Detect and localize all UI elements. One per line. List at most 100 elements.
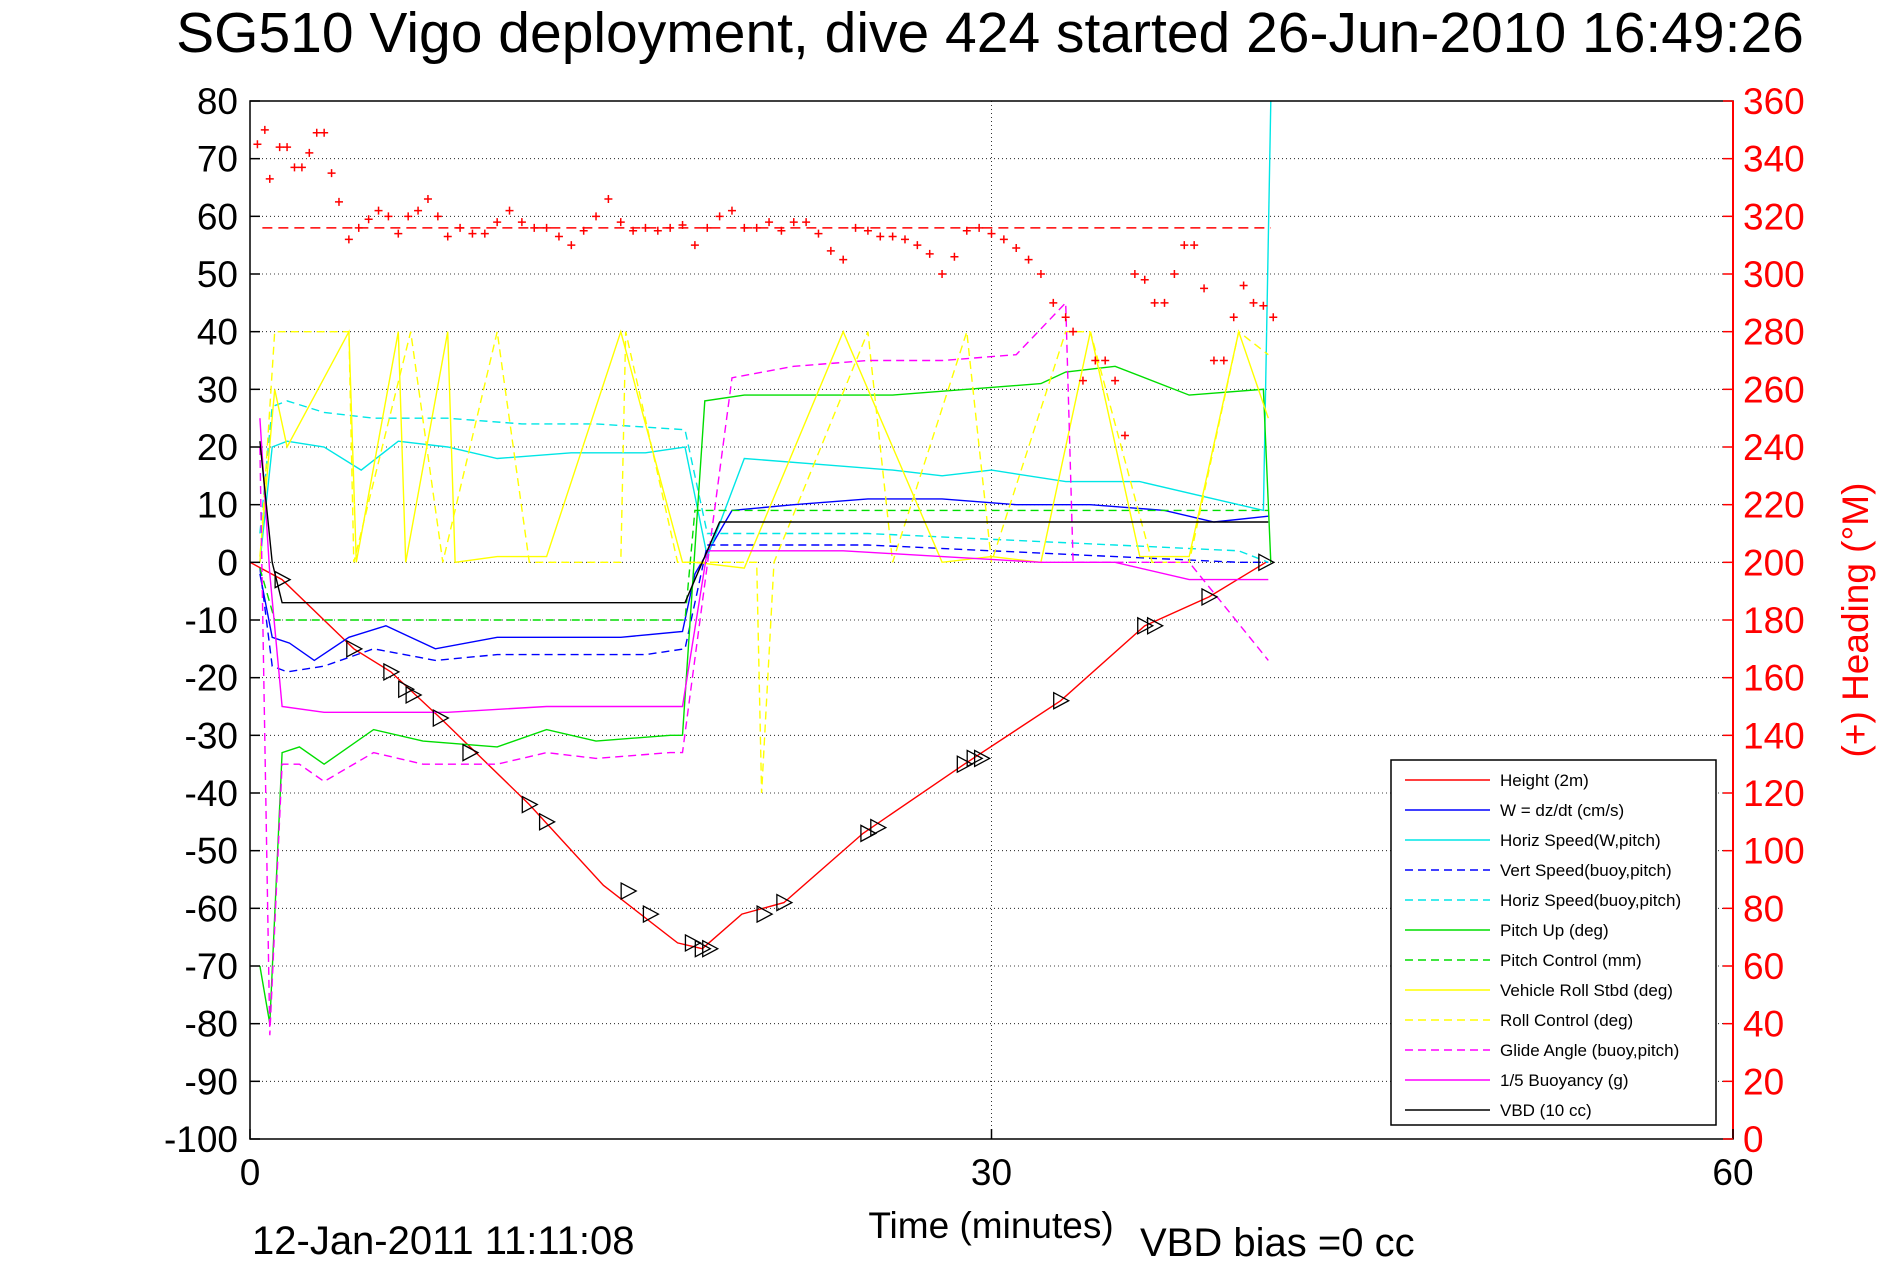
heading-point <box>1120 431 1129 440</box>
legend-label: VBD (10 cc) <box>1500 1101 1592 1120</box>
heading-point <box>265 174 274 183</box>
legend-label: Pitch Up (deg) <box>1500 921 1609 940</box>
heading-point <box>1061 313 1070 322</box>
heading-point <box>789 218 798 227</box>
height-marker <box>620 881 638 901</box>
height-marker <box>1137 616 1155 635</box>
series-line-11 <box>259 441 1269 604</box>
height-marker <box>860 824 878 843</box>
legend-label: Vehicle Roll Stbd (deg) <box>1500 981 1673 1000</box>
y-tick-label: -80 <box>185 1004 238 1045</box>
series-line-8 <box>259 330 1269 794</box>
legend-label: 1/5 Buoyancy (g) <box>1500 1071 1629 1090</box>
heading-point <box>1069 327 1078 336</box>
heading-point <box>433 212 442 221</box>
heading-point <box>320 128 329 137</box>
x-tick-label: 0 <box>240 1152 261 1193</box>
heading-point <box>1150 298 1159 307</box>
y-tick-label: 20 <box>197 427 238 468</box>
heading-point <box>975 223 984 232</box>
heading-point <box>260 125 269 134</box>
y-tick-label: -30 <box>185 715 238 756</box>
heading-point <box>999 235 1008 244</box>
y-tick-label: -70 <box>185 946 238 987</box>
series-line-4 <box>259 400 1269 563</box>
series-line-3 <box>259 544 1269 673</box>
height-marker <box>756 905 774 924</box>
legend-label: Roll Control (deg) <box>1500 1011 1633 1030</box>
series-line-2 <box>259 100 1272 563</box>
height-marker <box>702 939 720 958</box>
height-marker <box>1053 691 1071 710</box>
y-tick-label: 40 <box>197 312 238 353</box>
heading-point <box>505 206 514 215</box>
y-tick-label: -10 <box>185 600 238 641</box>
heading-point <box>1012 244 1021 253</box>
heading-point <box>802 218 811 227</box>
legend-label: Vert Speed(buoy,pitch) <box>1500 861 1672 880</box>
y-tick-label: -100 <box>164 1119 238 1160</box>
heading-point <box>1239 281 1248 290</box>
height-marker <box>1146 616 1165 635</box>
heading-point <box>468 229 477 238</box>
x-axis-ticks: 0 30 60 <box>240 1129 1754 1193</box>
right-y-tick-label: 240 <box>1743 427 1805 468</box>
heading-point <box>765 218 774 227</box>
right-y-tick-label: 60 <box>1743 946 1784 987</box>
y-tick-label: -90 <box>185 1061 238 1102</box>
right-y-tick-label: 180 <box>1743 600 1805 641</box>
right-y-tick-label: 120 <box>1743 773 1805 814</box>
heading-point <box>1091 356 1100 365</box>
y-tick-label: -20 <box>185 658 238 699</box>
height-marker <box>346 639 364 658</box>
heading-point <box>1078 376 1087 385</box>
right-y-tick-label: 140 <box>1743 715 1805 756</box>
height-marker <box>776 893 794 912</box>
series-group <box>249 100 1272 1036</box>
heading-point <box>517 218 526 227</box>
heading-point <box>690 241 699 250</box>
right-y-tick-label: 200 <box>1743 542 1805 583</box>
heading-point <box>1140 275 1149 284</box>
heading-point <box>275 143 284 152</box>
heading-point <box>629 226 638 235</box>
y-tick-label: 60 <box>197 196 238 237</box>
series-line-9 <box>259 301 1269 1036</box>
y-tick-label: -50 <box>185 831 238 872</box>
y-tick-label: 50 <box>197 254 238 295</box>
timestamp-footer: 12-Jan-2011 11:11:08 <box>252 1219 635 1262</box>
heading-point <box>900 235 909 244</box>
heading-point <box>616 218 625 227</box>
height-marker <box>1258 553 1276 572</box>
heading-point <box>364 215 373 224</box>
x-axis-label: Time (minutes) <box>868 1205 1113 1246</box>
heading-point <box>888 232 897 241</box>
chart-title: SG510 Vigo deployment, dive 424 started … <box>176 1 1804 65</box>
legend-label: Glide Angle (buoy,pitch) <box>1500 1041 1679 1060</box>
height-marker <box>870 818 888 837</box>
heading-point <box>1249 298 1258 307</box>
heading-point <box>1200 284 1209 293</box>
y-tick-label: 10 <box>197 485 238 526</box>
heading-point <box>703 223 712 232</box>
heading-point <box>814 229 823 238</box>
height-marker <box>956 755 974 774</box>
heading-point <box>1180 241 1189 250</box>
heading-point <box>938 270 947 278</box>
heading-point <box>493 218 502 227</box>
right-y-tick-label: 0 <box>1743 1119 1764 1160</box>
height-marker <box>684 933 702 953</box>
legend-label: W = dz/dt (cm/s) <box>1500 801 1624 820</box>
heading-point <box>1219 356 1228 365</box>
heading-point <box>678 220 687 229</box>
heading-point <box>987 229 996 238</box>
height-marker <box>274 570 292 589</box>
heading-point <box>297 163 306 172</box>
legend-label: Pitch Control (mm) <box>1500 951 1642 970</box>
heading-point <box>826 246 835 255</box>
heading-point <box>530 223 539 232</box>
heading-point <box>456 223 465 232</box>
heading-point <box>851 223 860 232</box>
heading-point <box>653 226 662 235</box>
